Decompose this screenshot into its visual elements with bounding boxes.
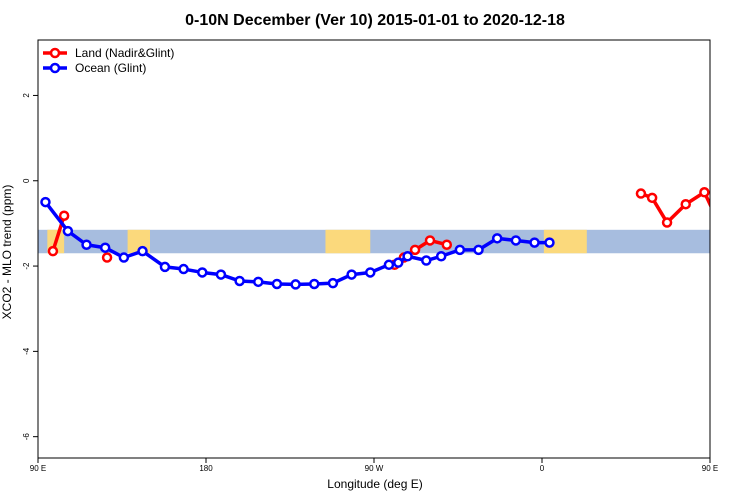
y-tick-label: 2 [22, 93, 31, 98]
data-point [271, 278, 283, 290]
data-point [178, 263, 189, 275]
data-point [441, 239, 453, 250]
data-point [234, 275, 245, 287]
data-point [721, 232, 729, 240]
data-point [740, 250, 748, 258]
data-point [661, 217, 673, 228]
series-layer [40, 187, 750, 290]
data-point [736, 251, 744, 259]
data-point [40, 196, 51, 208]
data-point [346, 269, 357, 280]
x-tick-label: 180 [199, 464, 213, 473]
series-ocean [40, 196, 750, 290]
data-point [365, 267, 376, 278]
data-point [383, 259, 395, 271]
data-point [473, 244, 484, 256]
land-patch [325, 229, 371, 254]
data-point [99, 242, 111, 253]
y-tick-label: -4 [22, 347, 31, 355]
x-tick-label: 90 E [702, 464, 718, 473]
data-point [510, 235, 522, 246]
data-point [529, 237, 540, 248]
data-point [699, 187, 710, 198]
axis-layer: 90 E 180 90 W 0 90 E 2 0 -2 -4 -6 [22, 93, 718, 473]
data-point [421, 255, 432, 266]
background-band [38, 229, 710, 254]
y-tick-label: -2 [22, 262, 31, 270]
legend: Land (Nadir&Glint)Ocean (Glint) [43, 46, 174, 75]
data-point [393, 257, 404, 268]
data-point [290, 279, 301, 290]
data-point [159, 261, 171, 273]
data-point [101, 252, 113, 263]
data-point [253, 276, 264, 288]
series-land [47, 187, 748, 271]
data-point [544, 237, 555, 248]
x-tick-label: 0 [540, 464, 545, 473]
data-point [118, 252, 130, 263]
data-point [424, 235, 436, 246]
data-point [454, 244, 466, 256]
data-point [635, 188, 647, 199]
ocean-band [38, 229, 710, 254]
x-tick-label: 90 E [30, 464, 46, 473]
legend-label: Land (Nadir&Glint) [75, 46, 174, 60]
y-tick-label: 0 [22, 178, 31, 183]
legend-label: Ocean (Glint) [75, 61, 146, 75]
series-line [740, 202, 750, 273]
x-axis-label: Longitude (deg E) [327, 477, 422, 491]
y-tick-label: -6 [22, 433, 31, 441]
data-point [47, 245, 59, 257]
x-tick-label: 90 W [365, 464, 384, 473]
data-point [197, 267, 208, 278]
chart-title: 0-10N December (Ver 10) 2015-01-01 to 20… [185, 12, 565, 29]
data-point [215, 269, 227, 280]
data-point [62, 225, 74, 237]
data-point [58, 210, 70, 221]
y-axis-label: XCO2 - MLO trend (ppm) [0, 185, 14, 320]
legend-marker [49, 62, 61, 74]
data-point [409, 244, 421, 256]
data-point [309, 278, 320, 290]
legend-marker [49, 47, 61, 59]
data-point [680, 198, 691, 210]
data-point [81, 239, 92, 250]
data-point [491, 233, 503, 244]
data-point [327, 277, 339, 289]
land-patch [543, 229, 587, 254]
data-point [137, 245, 148, 257]
data-point [646, 192, 658, 204]
data-point [435, 251, 447, 262]
data-point [402, 251, 413, 262]
